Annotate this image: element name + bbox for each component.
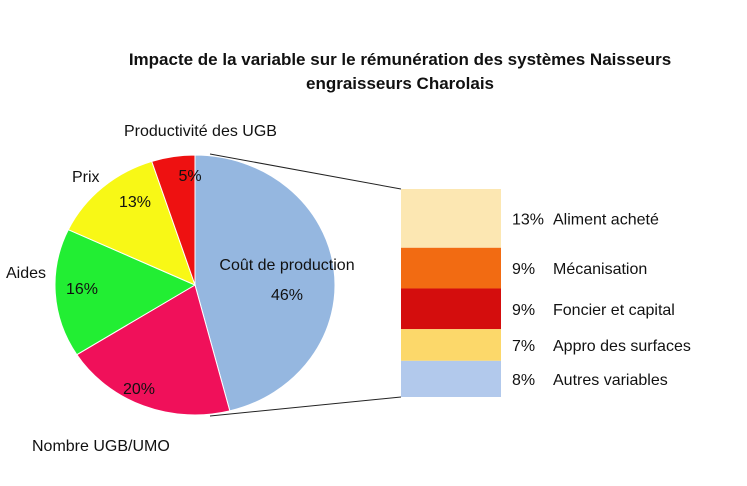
- pie-value-label: 20%: [123, 381, 155, 398]
- bar-segment: [401, 329, 501, 361]
- bar-segment: [401, 360, 501, 397]
- bar-segment-label: Autres variables: [553, 372, 668, 389]
- pie-slice-label: Nombre UGB/UMO: [32, 438, 170, 455]
- bar-value-label: 7%: [512, 338, 535, 355]
- bar-segment-label: Aliment acheté: [553, 211, 659, 228]
- connector-line: [209, 396, 402, 417]
- pie-value-label: 46%: [271, 287, 303, 304]
- pie-slice: [67, 160, 196, 286]
- pie-slice-label: Aides: [6, 265, 46, 282]
- chart-title-line2: engraisseurs Charolais: [305, 74, 495, 93]
- connector-line: [209, 153, 402, 190]
- pie-value-label: 16%: [66, 281, 98, 298]
- pie-value-label: 5%: [178, 168, 201, 185]
- pie-slice: [54, 229, 197, 356]
- bar-value-label: 13%: [512, 211, 544, 228]
- chart-title-line1: Impacte de la variable sur le rémunérati…: [128, 50, 672, 69]
- bar-segment-label: Appro des surfaces: [553, 338, 691, 355]
- bar-value-label: 9%: [512, 302, 535, 319]
- pie-slice-label: Productivité des UGB: [124, 123, 277, 140]
- bar-value-label: 8%: [512, 372, 535, 389]
- pie-value-label: 13%: [119, 194, 151, 211]
- pie-slice: [194, 154, 336, 412]
- chart-title: Impacte de la variable sur le rémunérati…: [60, 48, 740, 96]
- pie-slice: [151, 154, 196, 286]
- bar-segment: [401, 189, 501, 248]
- bar-segment-label: Foncier et capital: [553, 302, 675, 319]
- bar-value-label: 9%: [512, 261, 535, 278]
- pie-slice: [76, 284, 231, 416]
- bar-segment: [401, 247, 501, 289]
- bar-segment: [401, 288, 501, 330]
- bar-segment-label: Mécanisation: [553, 261, 647, 278]
- pie-slice-label: Prix: [72, 169, 100, 186]
- pie-slice-label: Coût de production: [219, 257, 354, 274]
